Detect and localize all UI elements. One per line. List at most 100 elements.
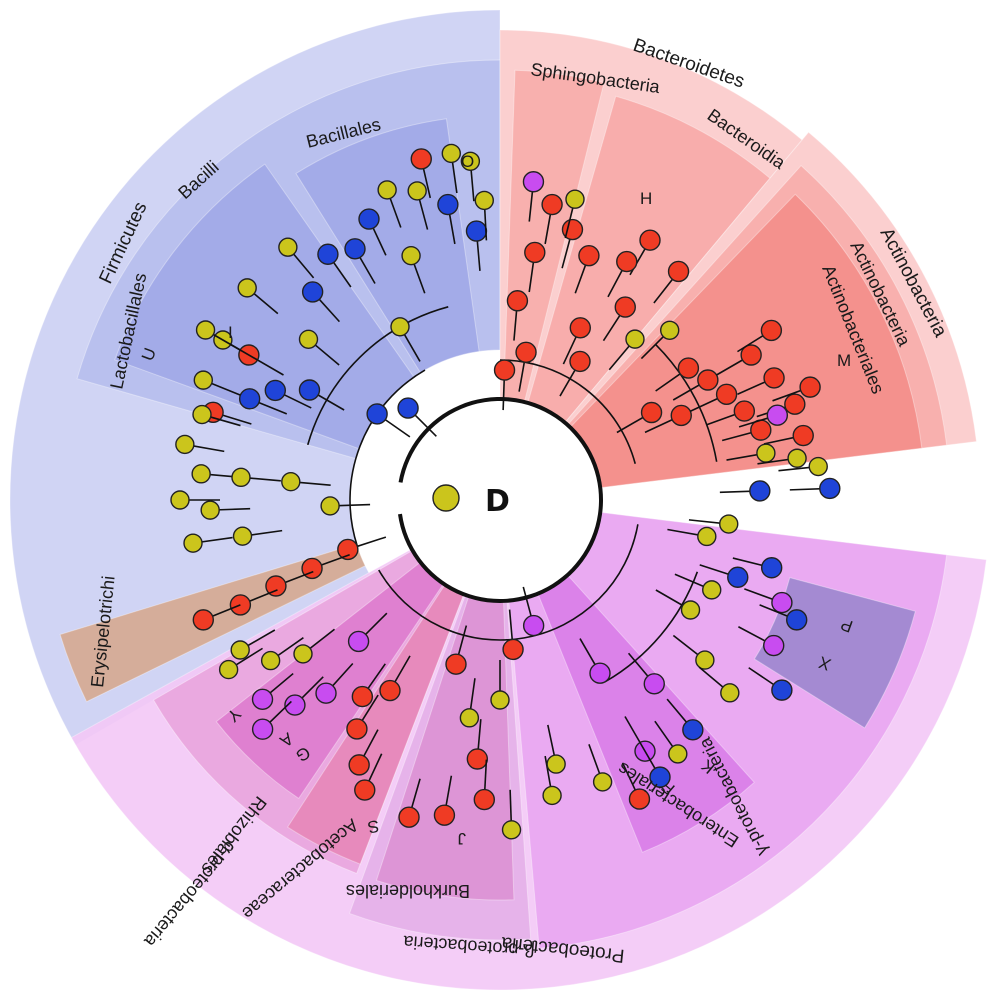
proteobacteria-nodes-node-32 — [379, 679, 401, 702]
label-burkholderiales: Burkholderiales — [346, 881, 470, 901]
firmicutes-nodes-node-36 — [232, 526, 253, 546]
proteobacteria-nodes-node-10 — [542, 785, 562, 806]
bacteroidetes-nodes-node-8 — [565, 189, 585, 209]
firmicutes-nodes-node-2 — [390, 317, 410, 337]
bacillales-band — [295, 118, 480, 374]
letter-O: O — [461, 152, 474, 171]
proteobacteria-nodes-node-31 — [720, 683, 740, 703]
proteobacteria-nodes-node-23 — [760, 557, 783, 579]
erysipelotrichi-nodes-node-0 — [337, 538, 359, 561]
proteobacteria-nodes-node-21 — [702, 580, 722, 600]
actinobacteria-nodes-node-2 — [715, 383, 738, 406]
bacteroidetes-nodes-node-1 — [515, 341, 537, 363]
center-label: D — [485, 484, 510, 519]
actinobacteria-nodes — [655, 319, 841, 502]
actinobacteria-nodes-node-10 — [799, 376, 821, 398]
bacteroidetes-nodes-node-6 — [541, 193, 563, 216]
arc-firmicutes — [349, 369, 426, 547]
firmicutes-nodes-node-19 — [460, 151, 481, 171]
proteobacteria-nodes-node-28 — [697, 526, 717, 547]
firmicutes-nodes-node-12 — [317, 243, 339, 265]
proteobacteria-nodes-node-11 — [546, 754, 566, 774]
firmicutes-nodes-node-34 — [200, 500, 220, 520]
erysipelotrichi-nodes-node-2 — [265, 575, 287, 597]
firmicutes-nodes-node-31 — [231, 467, 251, 488]
actinobacteria-nodes-node-9 — [760, 319, 783, 342]
proteobacteria-nodes-node-4 — [459, 708, 480, 728]
actinobacteria-nodes-node-7 — [784, 393, 806, 415]
firmicutes-nodes-node-35 — [183, 533, 203, 553]
firmicutes-nodes-node-28 — [175, 434, 195, 455]
letter-M: M — [837, 351, 851, 370]
proteobacteria-nodes-node-30 — [695, 650, 715, 670]
proteobacteria-nodes-node-29 — [719, 514, 739, 534]
firmicutes-nodes-node-1 — [366, 403, 388, 425]
proteobacteria-nodes-node-26 — [785, 609, 808, 631]
letter-S: S — [366, 816, 380, 837]
firmicutes-nodes-node-24 — [237, 278, 257, 298]
arc-actino — [654, 343, 718, 462]
firmicutes-nodes-node-23 — [344, 238, 366, 260]
firmicutes-nodes-node-21 — [410, 148, 432, 170]
bacteroidetes-nodes-node-10 — [506, 290, 529, 312]
firmicutes-nodes-node-26 — [278, 237, 298, 257]
arc-proteo — [378, 524, 639, 641]
bacteroidetes-nodes-node-11 — [639, 229, 661, 251]
actinobacteria-nodes-node-6 — [763, 367, 785, 389]
actinobacteria-nodes-node-5 — [740, 344, 762, 366]
proteobacteria-nodes-node-6 — [473, 788, 495, 811]
bacteroidetes-nodes-node-3 — [614, 296, 636, 318]
proteobacteria-nodes-node-7 — [433, 804, 456, 826]
proteobacteria-nodes-node-14 — [589, 662, 611, 684]
bacteroidetes-nodes-node-0 — [493, 359, 516, 381]
proteobacteria-nodes-node-24 — [771, 591, 793, 614]
actinobacteria-nodes-node-16 — [749, 480, 771, 502]
bacteroidetes-nodes-node-5 — [561, 218, 584, 241]
root-dot — [432, 484, 460, 512]
proteobacteria-nodes-node-44 — [230, 640, 250, 660]
firmicutes-nodes-node-5 — [238, 388, 261, 410]
root-node: D — [432, 484, 510, 519]
bacteroidetes-nodes-node-9 — [524, 241, 546, 264]
proteobacteria-nodes-node-38 — [284, 694, 306, 716]
firmicutes-nodes-node-32 — [281, 471, 301, 492]
firmicutes-nodes-node-20 — [441, 143, 461, 164]
proteobacteria-nodes-node-19 — [682, 719, 704, 741]
proteobacteria-nodes-node-41 — [260, 650, 281, 671]
bacteroidetes-nodes-node-12 — [667, 260, 690, 283]
firmicutes-nodes-node-4 — [264, 379, 287, 402]
firmicutes-nodes-node-10 — [298, 329, 319, 350]
actinobacteria-nodes-node-13 — [787, 448, 807, 468]
firmicutes-nodes-node-0 — [397, 397, 419, 419]
proteobacteria-nodes-node-42 — [218, 659, 239, 680]
proteobacteria-nodes-node-43 — [293, 644, 313, 664]
firmicutes-nodes-node-22 — [401, 245, 421, 266]
firmicutes-nodes-node-17 — [465, 220, 488, 242]
firmicutes-nodes-node-33 — [320, 496, 340, 516]
proteobacteria-nodes-node-17 — [668, 744, 688, 764]
firmicutes-nodes-node-18 — [474, 190, 494, 211]
proteobacteria-nodes-node-20 — [680, 600, 701, 620]
bacteroidetes-nodes-node-2 — [569, 317, 591, 339]
firmicutes-nodes-node-13 — [358, 208, 380, 230]
proteobacteria-nodes-node-12 — [592, 772, 613, 792]
proteobacteria-nodes-node-37 — [315, 682, 337, 704]
firmicutes-nodes-node-11 — [301, 281, 324, 303]
bacteroidetes-nodes-node-15 — [660, 320, 680, 340]
proteobacteria-nodes-node-5 — [466, 748, 489, 770]
letter-I: I — [228, 323, 233, 342]
actinobacteria-nodes-node-11 — [766, 404, 789, 426]
proteobacteria-nodes-node-3 — [490, 690, 510, 710]
firmicutes-nodes-node-27 — [192, 404, 212, 425]
actinobacteria-nodes-node-0 — [677, 357, 700, 379]
actinobacteria-nodes-node-1 — [697, 369, 719, 391]
letter-U: U — [138, 345, 160, 363]
proteobacteria-nodes-node-45 — [347, 630, 370, 653]
proteobacteria-nodes-node-8 — [398, 806, 420, 828]
proteobacteria-nodes-node-18 — [649, 766, 671, 788]
proteobacteria-nodes-node-40 — [251, 718, 274, 740]
bacteroidetes-nodes-node-17 — [640, 401, 663, 424]
erysipelotrichi-nodes — [192, 536, 387, 631]
proteobacteria-nodes-node-9 — [501, 820, 522, 840]
